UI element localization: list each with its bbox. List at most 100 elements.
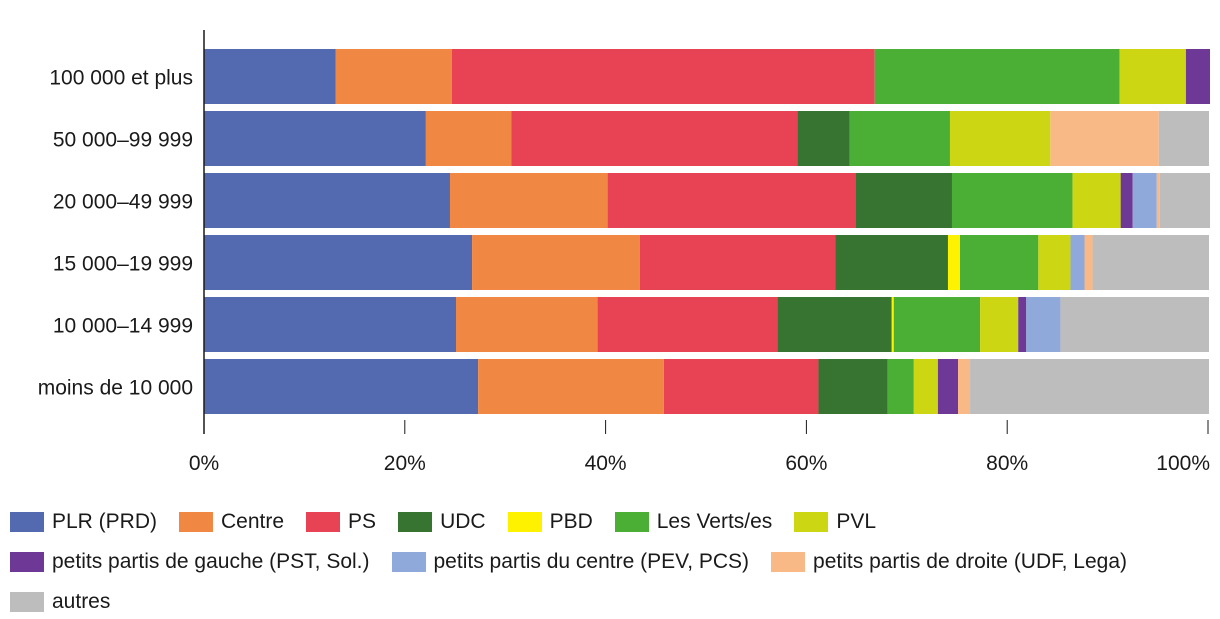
legend-label: PS	[348, 510, 377, 533]
legend-label: petits partis du centre (PEV, PCS)	[433, 550, 750, 573]
legend-swatch	[10, 592, 44, 612]
legend-label: autres	[52, 590, 111, 613]
category-label: 10 000–14 999	[53, 315, 193, 338]
bar-segment	[947, 235, 961, 290]
legend-swatch	[507, 512, 542, 532]
bar-segment	[1072, 173, 1121, 228]
legend-label: Les Verts/es	[656, 510, 773, 533]
legend-item: PLR (PRD)	[10, 505, 157, 539]
bar-segment	[980, 297, 1019, 352]
bar-segment	[597, 297, 778, 352]
bar-segment	[958, 359, 971, 414]
legend-swatch	[391, 552, 426, 572]
bar-segment	[204, 235, 473, 290]
bar-segment	[204, 359, 479, 414]
bar-segment	[1132, 173, 1157, 228]
x-tick-label: 20%	[384, 452, 426, 475]
bar-segment	[797, 111, 850, 166]
legend-swatch	[771, 552, 806, 572]
bar-segment	[1060, 297, 1209, 352]
bar-segment	[777, 297, 892, 352]
category-label: moins de 10 000	[38, 377, 193, 400]
legend-item: petits partis de gauche (PST, Sol.)	[10, 545, 370, 579]
bar-segment	[456, 297, 598, 352]
category-labels: 100 000 et plus 50 000–99 999 20 000–49 99…	[38, 67, 193, 400]
bar-segment	[1026, 297, 1061, 352]
x-tick-label: 0%	[189, 452, 219, 475]
legend-label: PVL	[836, 510, 877, 533]
bar-segment	[949, 111, 1051, 166]
bar-segment	[1018, 297, 1027, 352]
bar-segment	[1120, 173, 1133, 228]
legend-item: petits partis du centre (PEV, PCS)	[391, 545, 750, 579]
legend-swatch	[306, 512, 341, 532]
bar-segment	[887, 359, 914, 414]
x-tick-label: 60%	[785, 452, 827, 475]
bar-segment	[893, 297, 981, 352]
bar-segment	[335, 49, 452, 104]
x-tick-label: 100%	[1156, 452, 1210, 475]
bar-segment	[1038, 235, 1071, 290]
bar-segment	[970, 359, 1209, 414]
legend-item: PBD	[507, 505, 593, 539]
bar-segment	[478, 359, 664, 414]
legend-label: petits partis de droite (UDF, Lega)	[813, 550, 1128, 573]
legend-swatch	[10, 512, 44, 532]
bar-segment	[1156, 173, 1160, 228]
bar-segment	[472, 235, 640, 290]
bar-segment	[874, 49, 1120, 104]
stacked-bar-chart: 100 000 et plus 50 000–99 999 20 000–49 99…	[38, 30, 1211, 475]
category-label: 50 000–99 999	[53, 129, 193, 152]
legend-swatch	[614, 512, 649, 532]
legend-swatch	[179, 512, 214, 532]
legend-label: Centre	[221, 510, 285, 533]
legend-item: Les Verts/es	[614, 505, 773, 539]
legend-item: Centre	[179, 505, 284, 539]
bar-segment	[1084, 235, 1093, 290]
bar-segment	[1159, 173, 1211, 228]
bar-segment	[1050, 111, 1159, 166]
x-tick-label: 40%	[585, 452, 627, 475]
bar-segment	[1070, 235, 1085, 290]
legend-item: autres	[10, 585, 110, 619]
bars-layer	[204, 49, 1211, 414]
bar-segment	[451, 49, 875, 104]
legend-label: petits partis de gauche (PST, Sol.)	[52, 550, 370, 573]
legend-label: PLR (PRD)	[52, 510, 158, 533]
bar-segment	[663, 359, 819, 414]
bar-segment	[1185, 49, 1211, 104]
bar-segment	[425, 111, 512, 166]
bar-segment	[639, 235, 836, 290]
legend-label: PBD	[549, 510, 593, 533]
legend-item: PVL	[794, 505, 876, 539]
bar-segment	[1119, 49, 1186, 104]
bar-segment	[204, 173, 450, 228]
bar-segment	[855, 173, 952, 228]
legend-swatch	[10, 552, 44, 572]
legend-item: UDC	[398, 505, 486, 539]
category-label: 100 000 et plus	[49, 67, 193, 90]
bar-segment	[1158, 111, 1209, 166]
bar-segment	[951, 173, 1073, 228]
legend-item: petits partis de droite (UDF, Lega)	[771, 545, 1127, 579]
bar-segment	[913, 359, 938, 414]
bar-segment	[511, 111, 798, 166]
bar-segment	[818, 359, 888, 414]
legend-item: PS	[306, 505, 376, 539]
legend-swatch	[398, 512, 433, 532]
bar-segment	[1092, 235, 1209, 290]
bar-segment	[960, 235, 1039, 290]
legend: PLR (PRD) Centre PS UDC PBD Les Verts/es PVL pe…	[10, 505, 1210, 619]
bar-segment	[449, 173, 608, 228]
bar-segment	[937, 359, 958, 414]
category-label: 15 000–19 999	[53, 253, 193, 276]
x-tick-label: 80%	[986, 452, 1028, 475]
bar-segment	[849, 111, 950, 166]
bar-segment	[204, 49, 336, 104]
legend-label: UDC	[440, 510, 486, 533]
bar-segment	[204, 297, 456, 352]
x-axis-ticks: 0% 20% 40% 60% 80% 100%	[189, 420, 1210, 475]
bar-segment	[204, 111, 426, 166]
bar-segment	[835, 235, 948, 290]
legend-swatch	[794, 512, 829, 532]
